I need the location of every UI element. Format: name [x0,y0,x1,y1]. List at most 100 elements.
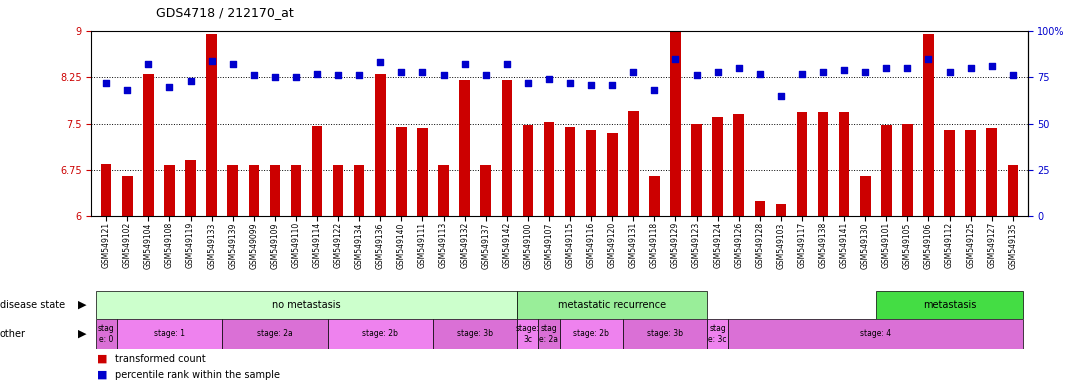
Bar [649,176,660,216]
Bar [754,200,765,216]
Bar [538,319,560,349]
Point [498,61,515,67]
Bar [796,113,807,216]
Text: percentile rank within the sample: percentile rank within the sample [115,369,280,379]
Point [940,69,958,75]
Text: stage: 2b: stage: 2b [363,329,398,339]
Bar [101,164,112,216]
Point [414,69,431,75]
Bar [876,291,1023,319]
Point [667,56,684,62]
Point [709,69,726,75]
Text: GDS4718 / 212170_at: GDS4718 / 212170_at [156,7,294,20]
Point [456,61,473,67]
Point [836,67,853,73]
Point [962,65,979,71]
Point [983,63,1001,69]
Point [98,80,115,86]
Bar [543,122,554,216]
Bar [396,127,407,216]
Text: transformed count: transformed count [115,354,206,364]
Bar [560,319,623,349]
Bar [923,34,934,216]
Bar [165,166,174,216]
Text: ■: ■ [97,369,108,379]
Text: no metastasis: no metastasis [272,300,341,310]
Bar [207,34,217,216]
Text: stage: 2b: stage: 2b [574,329,609,339]
Bar [707,319,728,349]
Bar [96,291,518,319]
Point [920,56,937,62]
Bar [670,31,681,216]
Point [793,71,810,77]
Point [287,74,305,80]
Bar [433,319,518,349]
Point [477,72,494,78]
Bar [354,166,365,216]
Bar [818,113,829,216]
Bar [518,319,538,349]
Bar [734,114,744,216]
Bar [312,126,323,216]
Bar [860,176,870,216]
Text: ■: ■ [97,354,108,364]
Bar [185,161,196,216]
Bar [227,166,238,216]
Point [878,65,895,71]
Point [751,71,768,77]
Bar [438,166,449,216]
Bar [728,319,1023,349]
Bar [117,319,222,349]
Bar [222,319,327,349]
Point [856,69,874,75]
Text: metastasis: metastasis [923,300,976,310]
Bar [122,176,132,216]
Bar [518,291,707,319]
Text: stage: 3b: stage: 3b [457,329,493,339]
Point [582,81,599,88]
Point [562,80,579,86]
Bar [965,130,976,216]
Bar [270,166,280,216]
Bar [376,74,385,216]
Text: stage: 2a: stage: 2a [257,329,293,339]
Point [266,74,283,80]
Bar [481,166,491,216]
Bar [143,74,154,216]
Bar [249,166,259,216]
Bar [523,125,534,216]
Point [118,87,136,93]
Text: stage: 3b: stage: 3b [647,329,683,339]
Bar [459,80,470,216]
Bar [628,111,638,216]
Point [520,80,537,86]
Bar [623,319,707,349]
Point [435,72,452,78]
Text: stage: 4: stage: 4 [860,329,891,339]
Point [203,58,221,64]
Point [371,60,388,66]
Bar [945,130,954,216]
Text: stag
e: 3c: stag e: 3c [708,324,727,344]
Text: stag
e: 2a: stag e: 2a [539,324,558,344]
Bar [987,128,997,216]
Point [329,72,346,78]
Text: ▶: ▶ [77,300,86,310]
Point [1004,72,1021,78]
Text: other: other [0,329,26,339]
Bar [501,80,512,216]
Bar [565,127,576,216]
Point [160,83,178,89]
Bar [712,118,723,216]
Point [224,61,241,67]
Text: disease state: disease state [0,300,66,310]
Bar [902,124,912,216]
Bar [1007,166,1018,216]
Text: ▶: ▶ [77,329,86,339]
Point [182,78,199,84]
Bar [327,319,433,349]
Bar [881,125,892,216]
Point [540,76,557,82]
Point [604,81,621,88]
